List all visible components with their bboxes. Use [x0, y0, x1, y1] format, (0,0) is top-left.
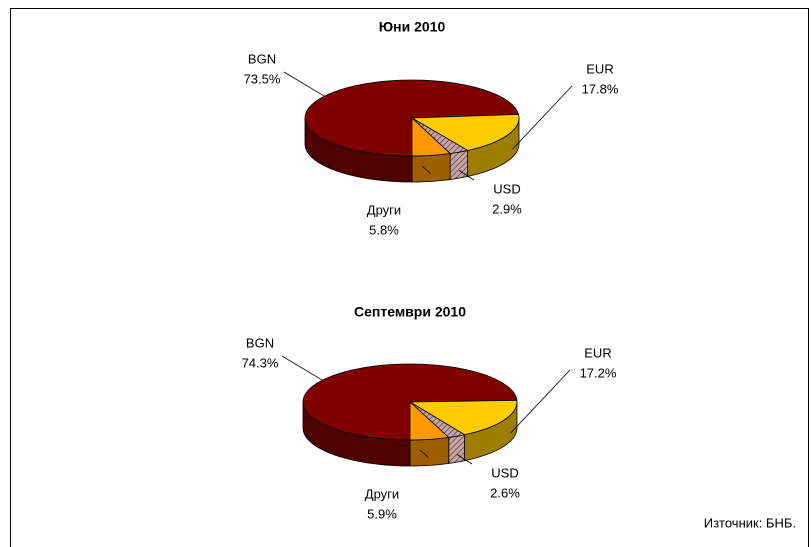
- pie-slice: [408, 399, 518, 436]
- slice-side: [409, 436, 450, 467]
- frame: [10, 8, 809, 547]
- slice-category: EUR: [586, 61, 613, 76]
- slice-value-label: 73.5%: [244, 71, 281, 86]
- leader-line: [283, 71, 325, 97]
- leader-line: [421, 165, 431, 174]
- slice-category: USD: [491, 465, 518, 480]
- source-note: Източник: БНБ.: [704, 515, 796, 530]
- slice-category: BGN: [246, 335, 274, 350]
- pie-slice: [409, 401, 450, 441]
- pie-slice: [410, 114, 520, 151]
- leader-line: [510, 369, 571, 434]
- slice-value-label: 74.3%: [242, 355, 279, 370]
- slice-value-label: 17.8%: [582, 81, 619, 96]
- slice-category: Други: [365, 486, 399, 501]
- slice-value-label: 17.2%: [580, 365, 617, 380]
- leader-line: [281, 355, 323, 381]
- leader-line: [419, 449, 429, 458]
- slice-category: USD: [493, 181, 520, 196]
- slice-category: BGN: [248, 51, 276, 66]
- slice-side: [449, 149, 469, 180]
- slice-value-label: 5.8%: [369, 222, 399, 237]
- slice-side: [411, 153, 451, 183]
- leader-line: [458, 170, 475, 181]
- slice-value-label: 2.6%: [490, 485, 520, 500]
- slice-category: Други: [367, 202, 401, 217]
- leader-line: [512, 85, 573, 150]
- pie-slice: [411, 117, 452, 157]
- chart-title: Септември 2010: [354, 304, 466, 320]
- slice-value-label: 2.9%: [492, 201, 522, 216]
- slice-category: EUR: [584, 345, 611, 360]
- chart-title: Юни 2010: [379, 19, 446, 35]
- slice-side: [448, 434, 465, 464]
- slice-value-label: 5.9%: [367, 506, 397, 521]
- leader-line: [456, 454, 473, 465]
